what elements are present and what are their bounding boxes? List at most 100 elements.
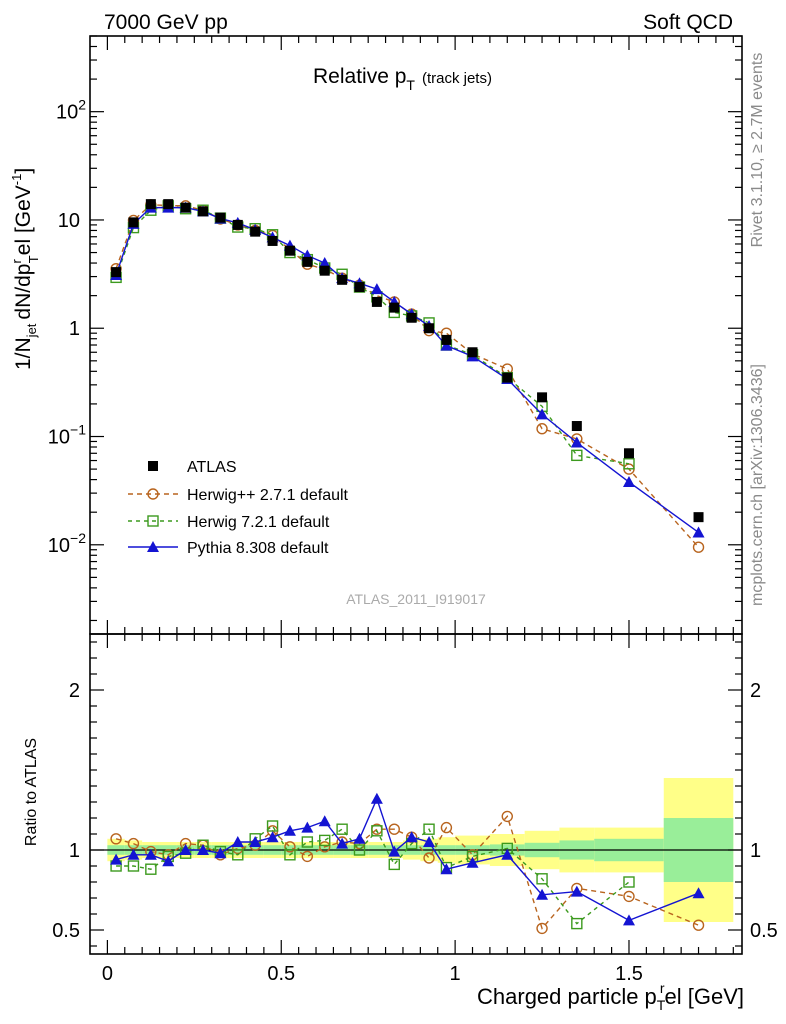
ratio-point [353,844,366,856]
data-point [318,257,331,269]
ratio-point [423,823,435,835]
data-point [232,219,243,230]
ratio-point [570,885,583,897]
ratio-plot-frame [89,633,743,955]
ratio-y-tick-label: 0.5 [52,920,80,942]
ratio-point [388,845,401,857]
ratio-point [318,815,331,827]
ratio-y-tick-label-right: 1 [750,840,761,862]
ratio-point [301,821,314,833]
ratio-point [249,836,262,847]
data-point [284,245,295,256]
legend-label: Pythia 8.308 default [187,540,329,557]
x-tick-label: 1.5 [615,963,643,985]
ratio-point [623,876,635,888]
data-point [623,458,635,470]
data-point [198,206,209,217]
ratio-pythia-8-308-default [110,792,705,926]
ratio-point [405,831,418,843]
ratio-point [144,848,157,860]
data-point [267,235,278,246]
y-tick-label: 10−2 [48,530,86,557]
legend-marker [147,488,159,500]
data-point [536,423,548,435]
data-point [371,296,382,307]
data-point [128,217,139,228]
ratio-point [197,844,210,855]
ratio-point [336,823,348,835]
rivet-version-label: Rivet 3.1.10, ≥ 2.7M events [749,53,766,248]
data-point [337,274,348,285]
data-point [571,421,582,432]
ratio-point [319,841,331,853]
data-point [370,283,383,295]
data-point [623,448,634,459]
ratio-point [127,860,140,872]
ratio-point [301,836,314,848]
ratio-point [353,832,366,844]
ratio-axis-ticks: 0 0.5 1 1.5 0.5 0.5 1 1 2 2 [52,634,778,985]
main-data-series [110,199,705,553]
series-line [115,206,699,534]
series-herwig-7-2-1-default [110,200,635,470]
legend-marker [147,515,159,527]
ratio-y-tick-label-right: 0.5 [750,920,778,942]
x-tick-label: 0 [102,963,113,985]
data-point [440,339,453,351]
collision-label: 7000 GeV pp [104,11,228,34]
data-point [502,372,513,383]
data-point [250,226,261,237]
ratio-point [110,853,123,865]
data-point [111,267,122,278]
ratio-point [232,849,244,861]
ratio-point [266,831,279,843]
ratio-point [127,848,140,860]
data-point [536,408,549,420]
data-point [215,212,226,223]
data-point [571,449,583,462]
data-point [693,512,704,523]
ratio-point [536,873,548,885]
data-point [145,199,156,210]
ratio-point [440,863,453,875]
legend-marker [148,461,158,471]
data-point [622,476,635,488]
ratio-point [284,841,296,853]
ratio-point [371,825,383,837]
y-tick-label: 10−1 [48,422,86,449]
process-label: Soft QCD [643,11,733,34]
ratio-point [501,810,513,823]
data-point [692,541,705,553]
x-tick-label: 1 [450,963,461,985]
ratio-point [127,837,140,850]
data-point [180,202,191,213]
ratio-point [336,837,349,849]
ratio-point [179,844,192,855]
ratio-point [370,792,383,804]
ratio-point [536,888,549,900]
data-point [537,392,548,403]
data-point [354,282,365,293]
data-point [389,302,400,313]
y-tick-label: 1 [69,318,80,340]
ratio-point [423,852,435,864]
ratio-data-series [110,792,705,935]
ratio-point [388,823,400,835]
ratio-point [622,914,635,926]
ratio-point [145,863,157,875]
ratio-point [536,922,548,935]
data-point [424,323,435,334]
ratio-y-axis-label: Ratio to ATLAS [23,738,40,846]
ratio-point [266,820,279,832]
ratio-point [501,848,514,860]
ratio-point [301,850,314,863]
data-point [302,256,313,267]
main-y-axis-label: 1/NjetdN/dpr Tel [GeV-1] [9,168,41,370]
data-point [467,347,478,358]
series-atlas [111,199,704,523]
ratio-point [283,824,296,836]
data-point [319,265,330,276]
ratio-y-tick-label: 1 [69,840,80,862]
y-tick-label: 10 [58,210,80,232]
